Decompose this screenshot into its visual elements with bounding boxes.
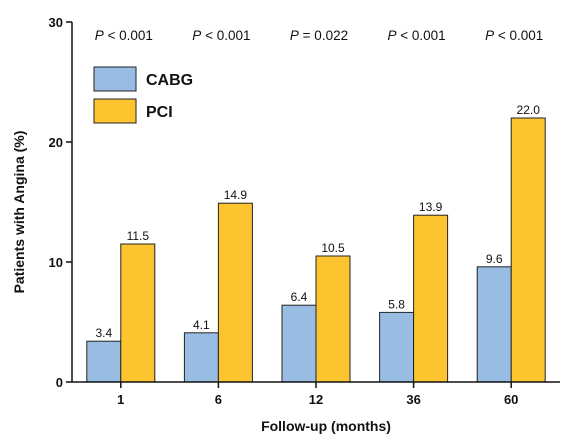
x-tick-label: 6 [215, 392, 222, 407]
data-label-pci-1: 11.5 [127, 229, 150, 243]
data-label-pci-6: 14.9 [224, 188, 248, 202]
y-ticks-layer: 0 10 20 30 [49, 15, 72, 390]
data-label-cabg-6: 4.1 [193, 318, 210, 332]
p-value-annotation: P < 0.001 [485, 28, 543, 43]
legend-label-cabg: CABG [146, 72, 193, 89]
data-label-cabg-1: 3.4 [95, 326, 112, 340]
bar-cabg-36 [379, 311, 415, 383]
p-value-annotation: P < 0.001 [192, 28, 250, 43]
bar-cabg-60 [476, 266, 512, 383]
y-tick-label: 20 [49, 135, 63, 150]
bar-cabg-12 [281, 304, 317, 383]
legend-swatch-cabg [93, 66, 137, 92]
y-tick-label: 30 [49, 15, 63, 30]
data-labels-layer: 3.4 11.5 4.1 14.9 6.4 10.5 5.8 13.9 9.6 22.0 [95, 103, 540, 340]
bar-pci-6 [217, 202, 253, 383]
legend-label-pci: PCI [146, 104, 173, 121]
x-tick-label: 36 [406, 392, 420, 407]
bar-cabg-1 [86, 340, 122, 383]
p-value-annotation: P = 0.022 [290, 28, 348, 43]
y-axis-title: Patients with Angina (%) [11, 131, 27, 294]
data-label-cabg-60: 9.6 [486, 252, 503, 266]
data-label-pci-36: 13.9 [419, 200, 443, 214]
y-tick-label: 10 [49, 255, 63, 270]
x-tick-label: 12 [309, 392, 323, 407]
bars-layer [86, 117, 546, 383]
x-axis-title: Follow-up (months) [261, 418, 391, 434]
y-tick-label: 0 [56, 375, 63, 390]
legend: CABG PCI [93, 66, 193, 124]
bar-pci-12 [315, 255, 351, 383]
data-label-cabg-12: 6.4 [291, 290, 308, 304]
x-ticks-layer: 1 6 12 36 60 [117, 382, 518, 407]
p-value-annotations: P < 0.001 P < 0.001 P = 0.022 P < 0.001 P < … [95, 28, 544, 43]
data-label-cabg-36: 5.8 [388, 297, 405, 311]
bar-pci-60 [510, 117, 546, 383]
legend-swatch-pci [93, 98, 137, 124]
x-tick-label: 60 [504, 392, 518, 407]
p-value-annotation: P < 0.001 [388, 28, 446, 43]
data-label-pci-12: 10.5 [321, 241, 345, 255]
x-tick-label: 1 [117, 392, 124, 407]
bar-cabg-6 [183, 332, 219, 383]
bar-pci-36 [413, 214, 449, 383]
p-value-annotation: P < 0.001 [95, 28, 153, 43]
bar-pci-1 [120, 243, 156, 383]
data-label-pci-60: 22.0 [517, 103, 541, 117]
